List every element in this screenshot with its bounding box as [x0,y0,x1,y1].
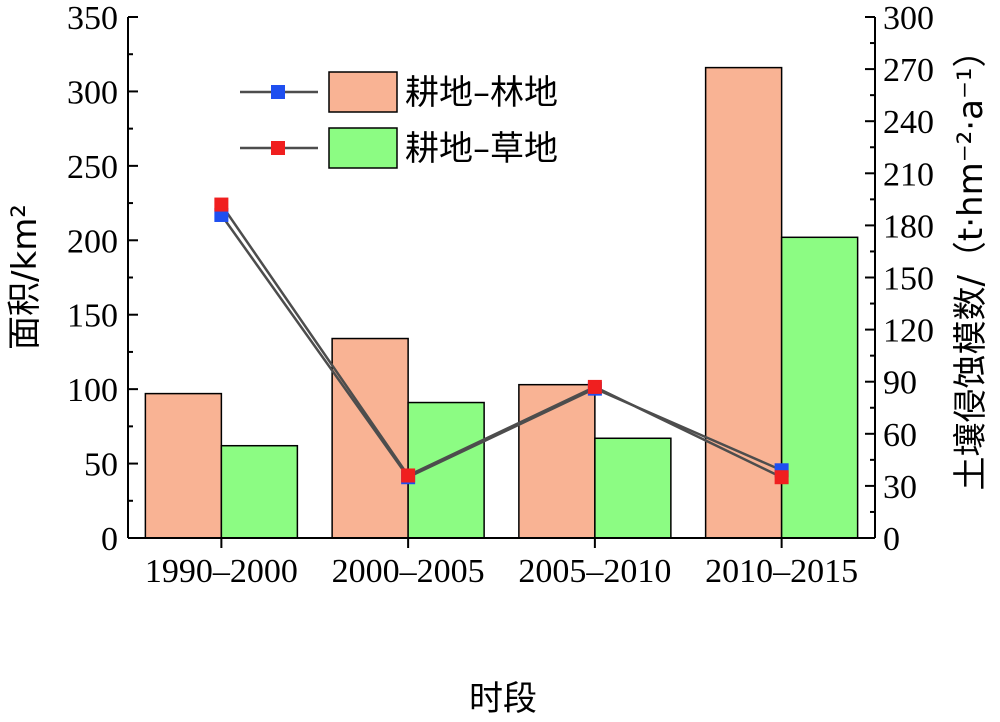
series-line [220,203,783,479]
bar [594,437,672,539]
bar [704,66,783,539]
y-axis-left-title: 面积/km² [5,204,45,350]
y-tick-label-right: 90 [883,365,917,402]
y-tick-label-right: 60 [883,417,917,454]
y-tick-label-left: 0 [101,521,118,558]
y-tick-label-right: 150 [883,261,934,298]
legend-marker-swatch [271,85,285,99]
y-axis-right-title: 土壤侵蚀模数/（t·hm⁻²·a⁻¹） [951,33,991,490]
series-line [220,214,783,479]
bar [518,383,596,539]
legend-bar-swatch [328,127,398,169]
y-tick-label-right: 30 [883,469,917,506]
y-tick-label-left: 200 [67,223,118,260]
bars-layer [144,66,859,539]
point [214,197,229,212]
bar [220,444,299,539]
axes-layer: 0 50 100 150 200 250 300 350 0 30 60 90 120 150 180 210… [67,0,934,590]
point [401,468,416,483]
y-tick-label-left: 150 [67,298,118,335]
x-tick-label: 1990–2000 [145,553,298,590]
y-tick-label-left: 100 [67,372,118,409]
y-tick-label-left: 250 [67,149,118,186]
lines-layer [214,197,789,485]
x-axis-title: 时段 [469,679,537,719]
y-tick-label-right: 0 [883,521,900,558]
y-tick-label-right: 120 [883,313,934,350]
y-tick-label-right: 180 [883,208,934,245]
legend-marker-swatch [271,141,285,155]
bar [331,337,409,539]
y-tick-label-left: 50 [84,447,118,484]
y-tick-label-left: 350 [67,0,118,37]
legend-label: 耕地–草地 [405,129,558,169]
y-tick-label-left: 300 [67,74,118,111]
legend-label: 耕地–林地 [405,73,558,113]
x-tick-label: 2005–2010 [518,553,671,590]
y-tick-label-right: 300 [883,0,934,37]
bar [780,236,859,539]
bar [144,392,223,539]
point [774,470,789,485]
x-tick-label: 2010–2015 [705,553,858,590]
y-tick-label-right: 270 [883,52,934,89]
y-tick-label-right: 240 [883,104,934,141]
x-tick-label: 2000–2005 [332,553,485,590]
legend-bar-swatch [328,71,398,113]
y-tick-label-right: 210 [883,156,934,193]
point [587,379,602,394]
